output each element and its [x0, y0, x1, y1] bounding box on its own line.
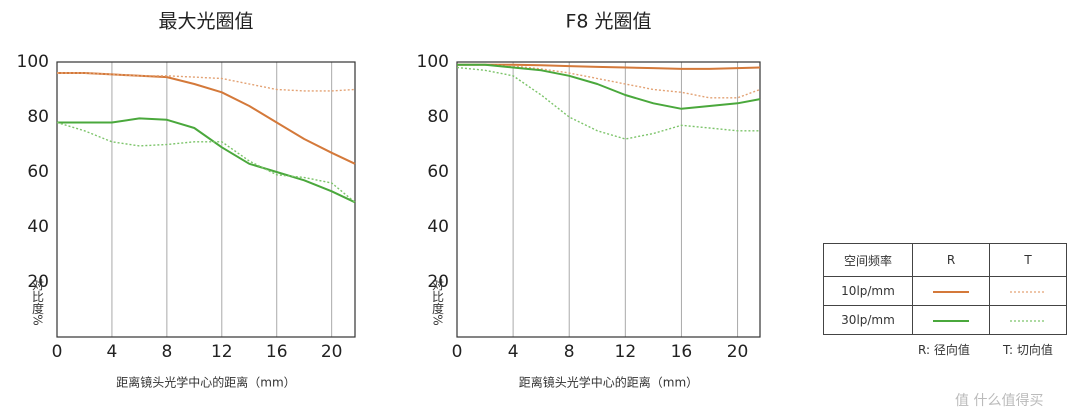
- series-line: [57, 117, 356, 204]
- y-tick-label: 100: [417, 52, 449, 72]
- legend-note: T: 切向值: [1003, 343, 1053, 357]
- series-line: [457, 63, 761, 70]
- legend-swatch: [1010, 320, 1046, 322]
- legend-swatch-cell: [912, 276, 990, 306]
- series-line: [456, 66, 760, 140]
- x-tick-label: 20: [727, 342, 749, 362]
- x-tick-label: 8: [564, 342, 575, 362]
- x-tick-label: 20: [321, 342, 343, 362]
- series-line: [57, 72, 356, 165]
- y-axis-label: 对比度%: [431, 278, 445, 326]
- legend-swatch: [1010, 291, 1046, 293]
- y-tick-label: 40: [427, 217, 449, 237]
- x-tick-label: 12: [615, 342, 637, 362]
- legend-swatch-cell: [912, 305, 990, 335]
- y-tick-label: 100: [17, 52, 49, 72]
- y-tick-label: 80: [27, 107, 49, 127]
- chart-title: 最大光圈值: [158, 11, 253, 33]
- x-tick-label: 0: [452, 342, 463, 362]
- x-tick-label: 12: [211, 342, 233, 362]
- legend-row-label: 10lp/mm: [823, 276, 913, 306]
- legend-swatch-cell: [989, 305, 1067, 335]
- chart-title: F8 光圈值: [565, 11, 651, 33]
- legend-swatch: [933, 291, 969, 293]
- x-tick-label: 16: [266, 342, 288, 362]
- y-axis-label: 对比度%: [31, 278, 45, 326]
- series-line: [57, 72, 356, 92]
- legend-header: 空间频率: [823, 243, 913, 277]
- y-tick-label: 40: [27, 217, 49, 237]
- plot-frame: [456, 61, 761, 338]
- series-line: [457, 63, 761, 110]
- series-line: [56, 121, 356, 203]
- watermark: 值 什么值得买: [955, 393, 1044, 409]
- x-tick-label: 4: [107, 342, 118, 362]
- x-tick-label: 8: [161, 342, 172, 362]
- y-tick-label: 20: [427, 272, 449, 292]
- legend-table: 空间频率 R T 10lp/mm 30lp/mm: [823, 243, 1067, 335]
- legend-swatch-cell: [989, 276, 1067, 306]
- x-tick-label: 4: [508, 342, 519, 362]
- x-axis-label: 距离镜头光学中心的距离（mm）: [116, 375, 295, 390]
- legend-row-label: 30lp/mm: [823, 305, 913, 335]
- plot-frame: [56, 61, 356, 338]
- y-tick-label: 60: [427, 162, 449, 182]
- legend-header: T: [989, 243, 1067, 277]
- legend-header: R: [912, 243, 990, 277]
- y-tick-label: 60: [27, 162, 49, 182]
- y-tick-label: 80: [427, 107, 449, 127]
- legend-note: R: 径向值: [918, 343, 970, 357]
- legend-swatch: [933, 320, 969, 322]
- x-axis-label: 距离镜头光学中心的距离（mm）: [519, 375, 698, 390]
- y-tick-label: 20: [27, 272, 49, 292]
- x-tick-label: 16: [671, 342, 693, 362]
- x-tick-label: 0: [52, 342, 63, 362]
